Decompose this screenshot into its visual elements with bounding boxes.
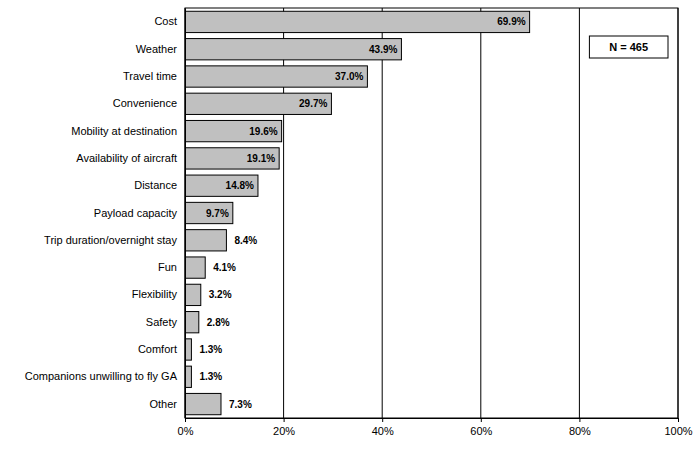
data-label: 8.4% [234, 235, 257, 246]
y-tick: Mobility at destination [71, 125, 177, 137]
x-tick-label: 40% [372, 425, 394, 437]
x-tick-label: 20% [273, 425, 295, 437]
bar [185, 66, 367, 87]
y-tick-label: Fun [158, 261, 177, 273]
y-tick-label: Flexibility [132, 288, 178, 300]
y-tick: Flexibility [132, 288, 178, 300]
y-tick: Trip duration/overnight stay [44, 234, 177, 246]
x-tick-label: 0% [178, 425, 194, 437]
y-tick-label: Distance [134, 179, 177, 191]
y-tick-label: Payload capacity [94, 207, 178, 219]
bar [185, 39, 401, 60]
y-tick: Payload capacity [94, 207, 178, 219]
y-tick-label: Convenience [113, 97, 177, 109]
y-tick-label: Companions unwilling to fly GA [25, 370, 178, 382]
data-label: 43.9% [369, 44, 397, 55]
bar [185, 120, 282, 141]
x-tick-label: 60% [470, 425, 492, 437]
x-tick-mark [284, 418, 285, 422]
x-tick-mark [678, 418, 679, 422]
y-tick: Comfort [138, 343, 177, 355]
annotation-box [589, 36, 668, 58]
data-label: 19.1% [247, 153, 275, 164]
y-tick-label: Trip duration/overnight stay [44, 234, 177, 246]
bar [185, 230, 226, 251]
data-label: 4.1% [213, 262, 236, 273]
chart: 69.9% 43.9% 37.0% 29.7% 19.6% 19.1% 14.8% 9.7% 8… [0, 0, 700, 450]
x-tick-label: 80% [569, 425, 591, 437]
data-label: 29.7% [299, 98, 327, 109]
x-tick-label: 100% [664, 425, 692, 437]
x-tick-mark [481, 418, 482, 422]
y-axis-line [185, 9, 186, 419]
y-tick: Companions unwilling to fly GA [25, 370, 178, 382]
y-tick-label: Safety [146, 316, 178, 328]
y-tick: Travel time [123, 70, 177, 82]
bar [185, 11, 530, 32]
data-label: 7.3% [229, 399, 252, 410]
grid-line [480, 8, 481, 418]
y-tick: Cost [154, 15, 177, 27]
data-label: 37.0% [335, 71, 363, 82]
plot-frame [185, 8, 678, 418]
x-tick: 80% [569, 418, 591, 437]
bar [185, 257, 205, 278]
bar [185, 175, 258, 196]
y-tick: Convenience [113, 97, 177, 109]
x-tick: 0% [178, 418, 194, 437]
y-tick: Other [149, 398, 177, 410]
x-axis-line [186, 418, 679, 419]
data-label: 1.3% [199, 371, 222, 382]
bar [185, 148, 279, 169]
x-tick: 20% [273, 418, 295, 437]
grid-line [579, 8, 580, 418]
data-label: 1.3% [199, 344, 222, 355]
bar [185, 312, 199, 333]
y-tick-label: Mobility at destination [71, 125, 177, 137]
annotation: N = 465 [609, 41, 648, 53]
y-tick-label: Availability of aircraft [76, 152, 177, 164]
x-tick-mark [382, 418, 383, 422]
bar [185, 202, 233, 223]
x-tick-mark [579, 418, 580, 422]
data-label: 3.2% [209, 289, 232, 300]
data-label: 9.7% [206, 208, 229, 219]
y-tick: Weather [136, 43, 178, 55]
y-tick: Fun [158, 261, 177, 273]
data-label: 14.8% [226, 180, 254, 191]
x-axis: 0% 20% 40% 60% 80% 100% [178, 418, 693, 437]
y-tick: Safety [146, 316, 178, 328]
bar [185, 93, 331, 114]
x-tick: 60% [470, 418, 492, 437]
data-label: 19.6% [249, 126, 277, 137]
grid [185, 8, 678, 418]
x-tick: 100% [664, 418, 692, 437]
y-tick-label: Cost [154, 15, 177, 27]
data-label: 2.8% [207, 317, 230, 328]
bars [185, 11, 530, 414]
y-tick: Distance [134, 179, 177, 191]
y-tick-label: Travel time [123, 70, 177, 82]
bar [185, 284, 201, 305]
y-tick-label: Other [149, 398, 177, 410]
y-tick-label: Weather [136, 43, 178, 55]
y-tick: Availability of aircraft [76, 152, 177, 164]
y-axis: Cost Weather Travel time Convenience Mobilit… [25, 9, 186, 419]
y-tick-label: Comfort [138, 343, 177, 355]
data-labels: 69.9% 43.9% 37.0% 29.7% 19.6% 19.1% 14.8% 9.7% 8… [199, 16, 525, 409]
x-tick-mark [185, 418, 186, 422]
bar [185, 393, 221, 414]
plot: 69.9% 43.9% 37.0% 29.7% 19.6% 19.1% 14.8% 9.7% 8… [25, 8, 693, 437]
grid-line [382, 8, 383, 418]
data-label: 69.9% [497, 16, 525, 27]
x-tick: 40% [372, 418, 394, 437]
